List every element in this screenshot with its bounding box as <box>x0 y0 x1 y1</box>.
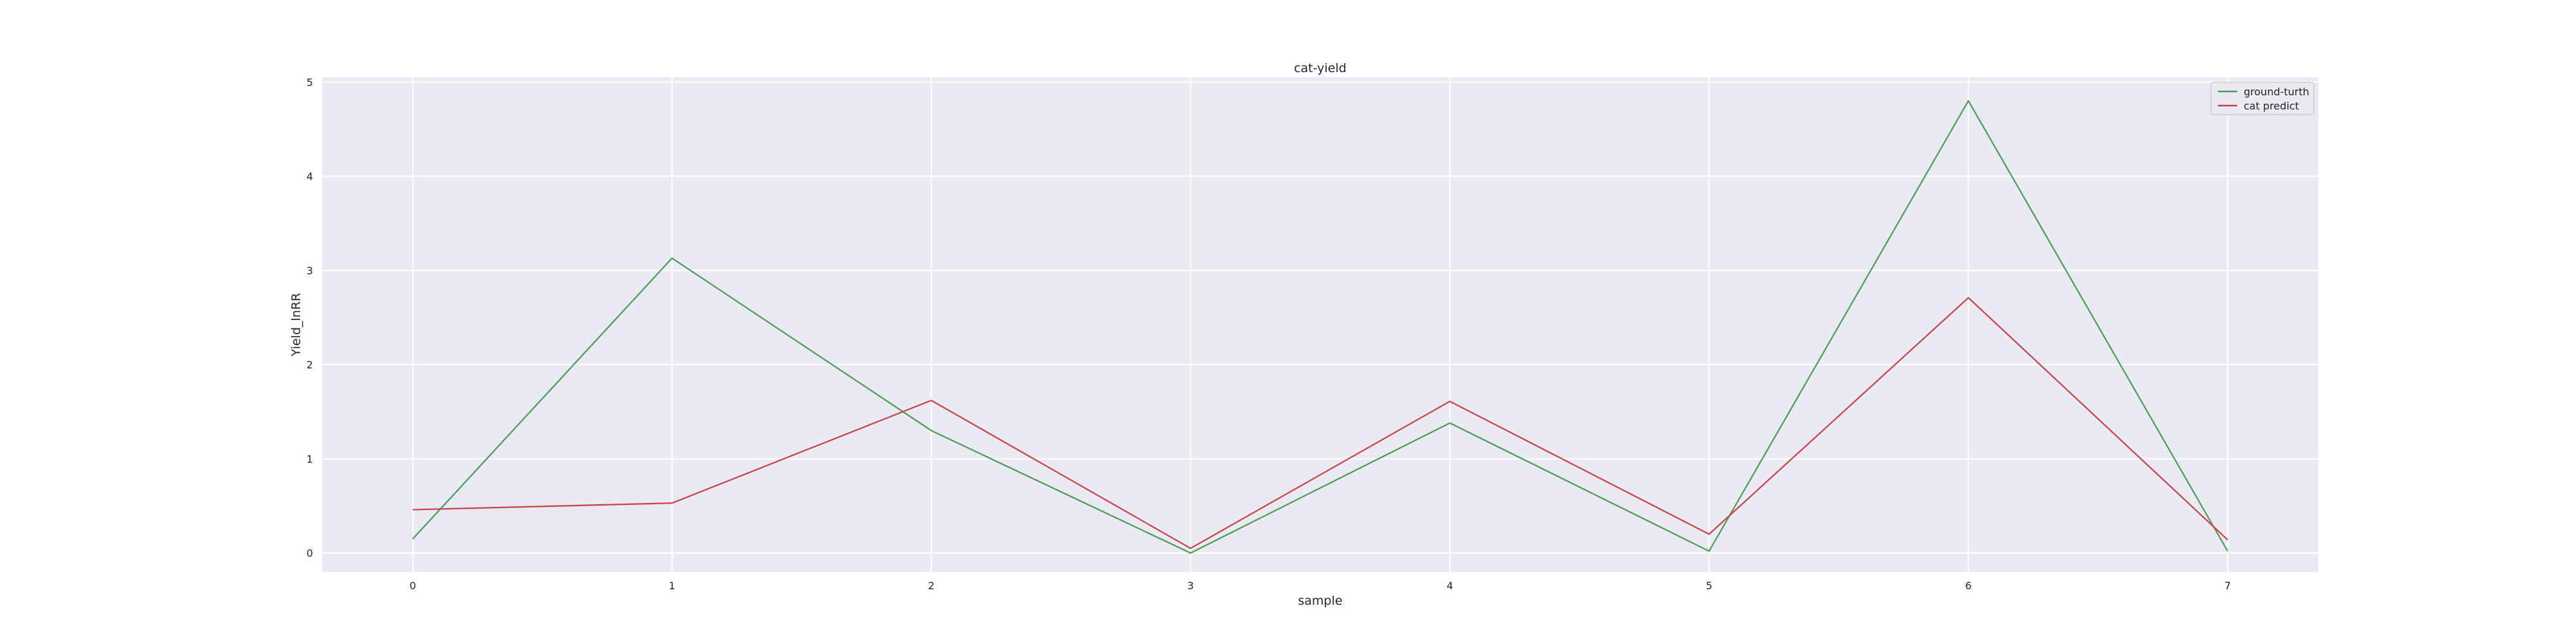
x-tick-label: 1 <box>668 580 675 592</box>
y-tick-label: 1 <box>307 453 313 465</box>
x-tick-label: 7 <box>2224 580 2231 592</box>
legend-box <box>2210 82 2315 115</box>
x-tick-label: 6 <box>1965 580 1971 592</box>
y-tick-label: 0 <box>307 547 313 560</box>
x-axis-ticks: 0 1 2 3 4 5 6 7 <box>410 580 2231 592</box>
x-tick-label: 5 <box>1706 580 1712 592</box>
legend: ground-turth cat predict <box>2210 82 2315 115</box>
chart-title: cat-yield <box>1294 61 1347 75</box>
x-tick-label: 3 <box>1188 580 1194 592</box>
x-tick-label: 2 <box>928 580 934 592</box>
y-tick-label: 2 <box>307 359 313 371</box>
series-line-0 <box>412 100 2229 554</box>
series-line-1 <box>412 297 2228 549</box>
y-tick-label: 5 <box>307 76 313 88</box>
y-axis-ticks: 0 1 2 3 4 5 <box>307 76 313 559</box>
grid <box>322 77 2318 572</box>
y-tick-label: 3 <box>307 265 313 277</box>
plot-area <box>322 77 2318 572</box>
x-tick-label: 0 <box>410 580 416 592</box>
x-axis-label: sample <box>1298 594 1342 608</box>
series-lines <box>412 100 2229 554</box>
x-tick-label: 4 <box>1446 580 1453 592</box>
y-tick-label: 4 <box>307 171 313 183</box>
y-axis-label: Yield_lnRR <box>289 293 303 357</box>
legend-label-0: ground-turth <box>2244 86 2309 98</box>
legend-label-1: cat predict <box>2244 100 2299 112</box>
